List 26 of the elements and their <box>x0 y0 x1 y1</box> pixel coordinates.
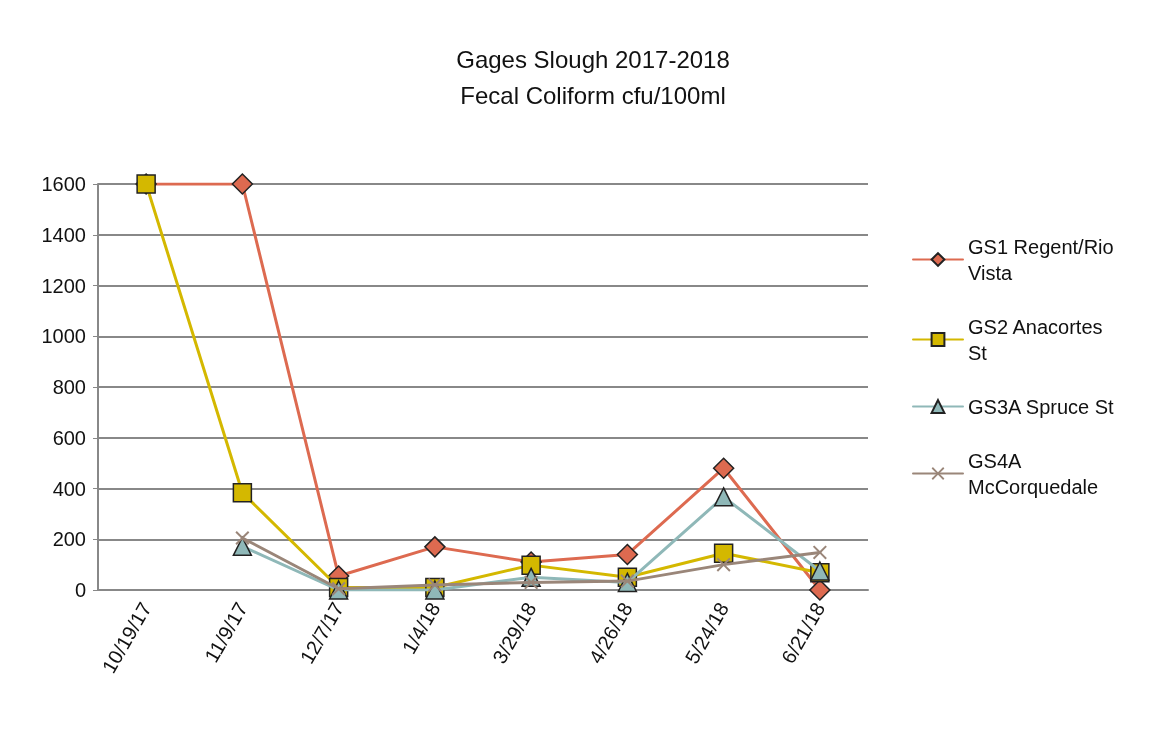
y-tick-label: 1400 <box>41 223 86 246</box>
legend-label: GS1 Regent/Rio Vista <box>968 235 1120 284</box>
y-tick-label: 800 <box>52 376 86 398</box>
y-tick-label: 1600 <box>41 173 86 195</box>
point <box>232 483 253 503</box>
point <box>809 579 831 601</box>
point <box>713 543 734 563</box>
point <box>424 536 446 558</box>
point <box>235 530 250 545</box>
y-tick-label: 400 <box>52 477 86 500</box>
legend-label: GS4A McCorquedale <box>968 449 1099 498</box>
y-tick-label: 0 <box>74 579 86 601</box>
point <box>616 543 639 566</box>
y-tick-label: 200 <box>52 528 86 551</box>
chart-title: Gages Slough 2017-2018 Fecal Coliform cfu/100ml <box>456 45 730 109</box>
point <box>521 555 541 575</box>
point <box>231 173 254 195</box>
legend-label: GS3A Spruce St <box>968 395 1115 418</box>
y-tick-label: 600 <box>52 426 86 449</box>
point <box>712 457 735 479</box>
point <box>713 487 734 507</box>
point <box>716 557 731 572</box>
legend-label: GS2 Anacortes St <box>968 315 1109 364</box>
y-tick-label: 1000 <box>41 325 86 348</box>
y-tick-label: 1200 <box>41 274 86 297</box>
point <box>812 545 827 560</box>
